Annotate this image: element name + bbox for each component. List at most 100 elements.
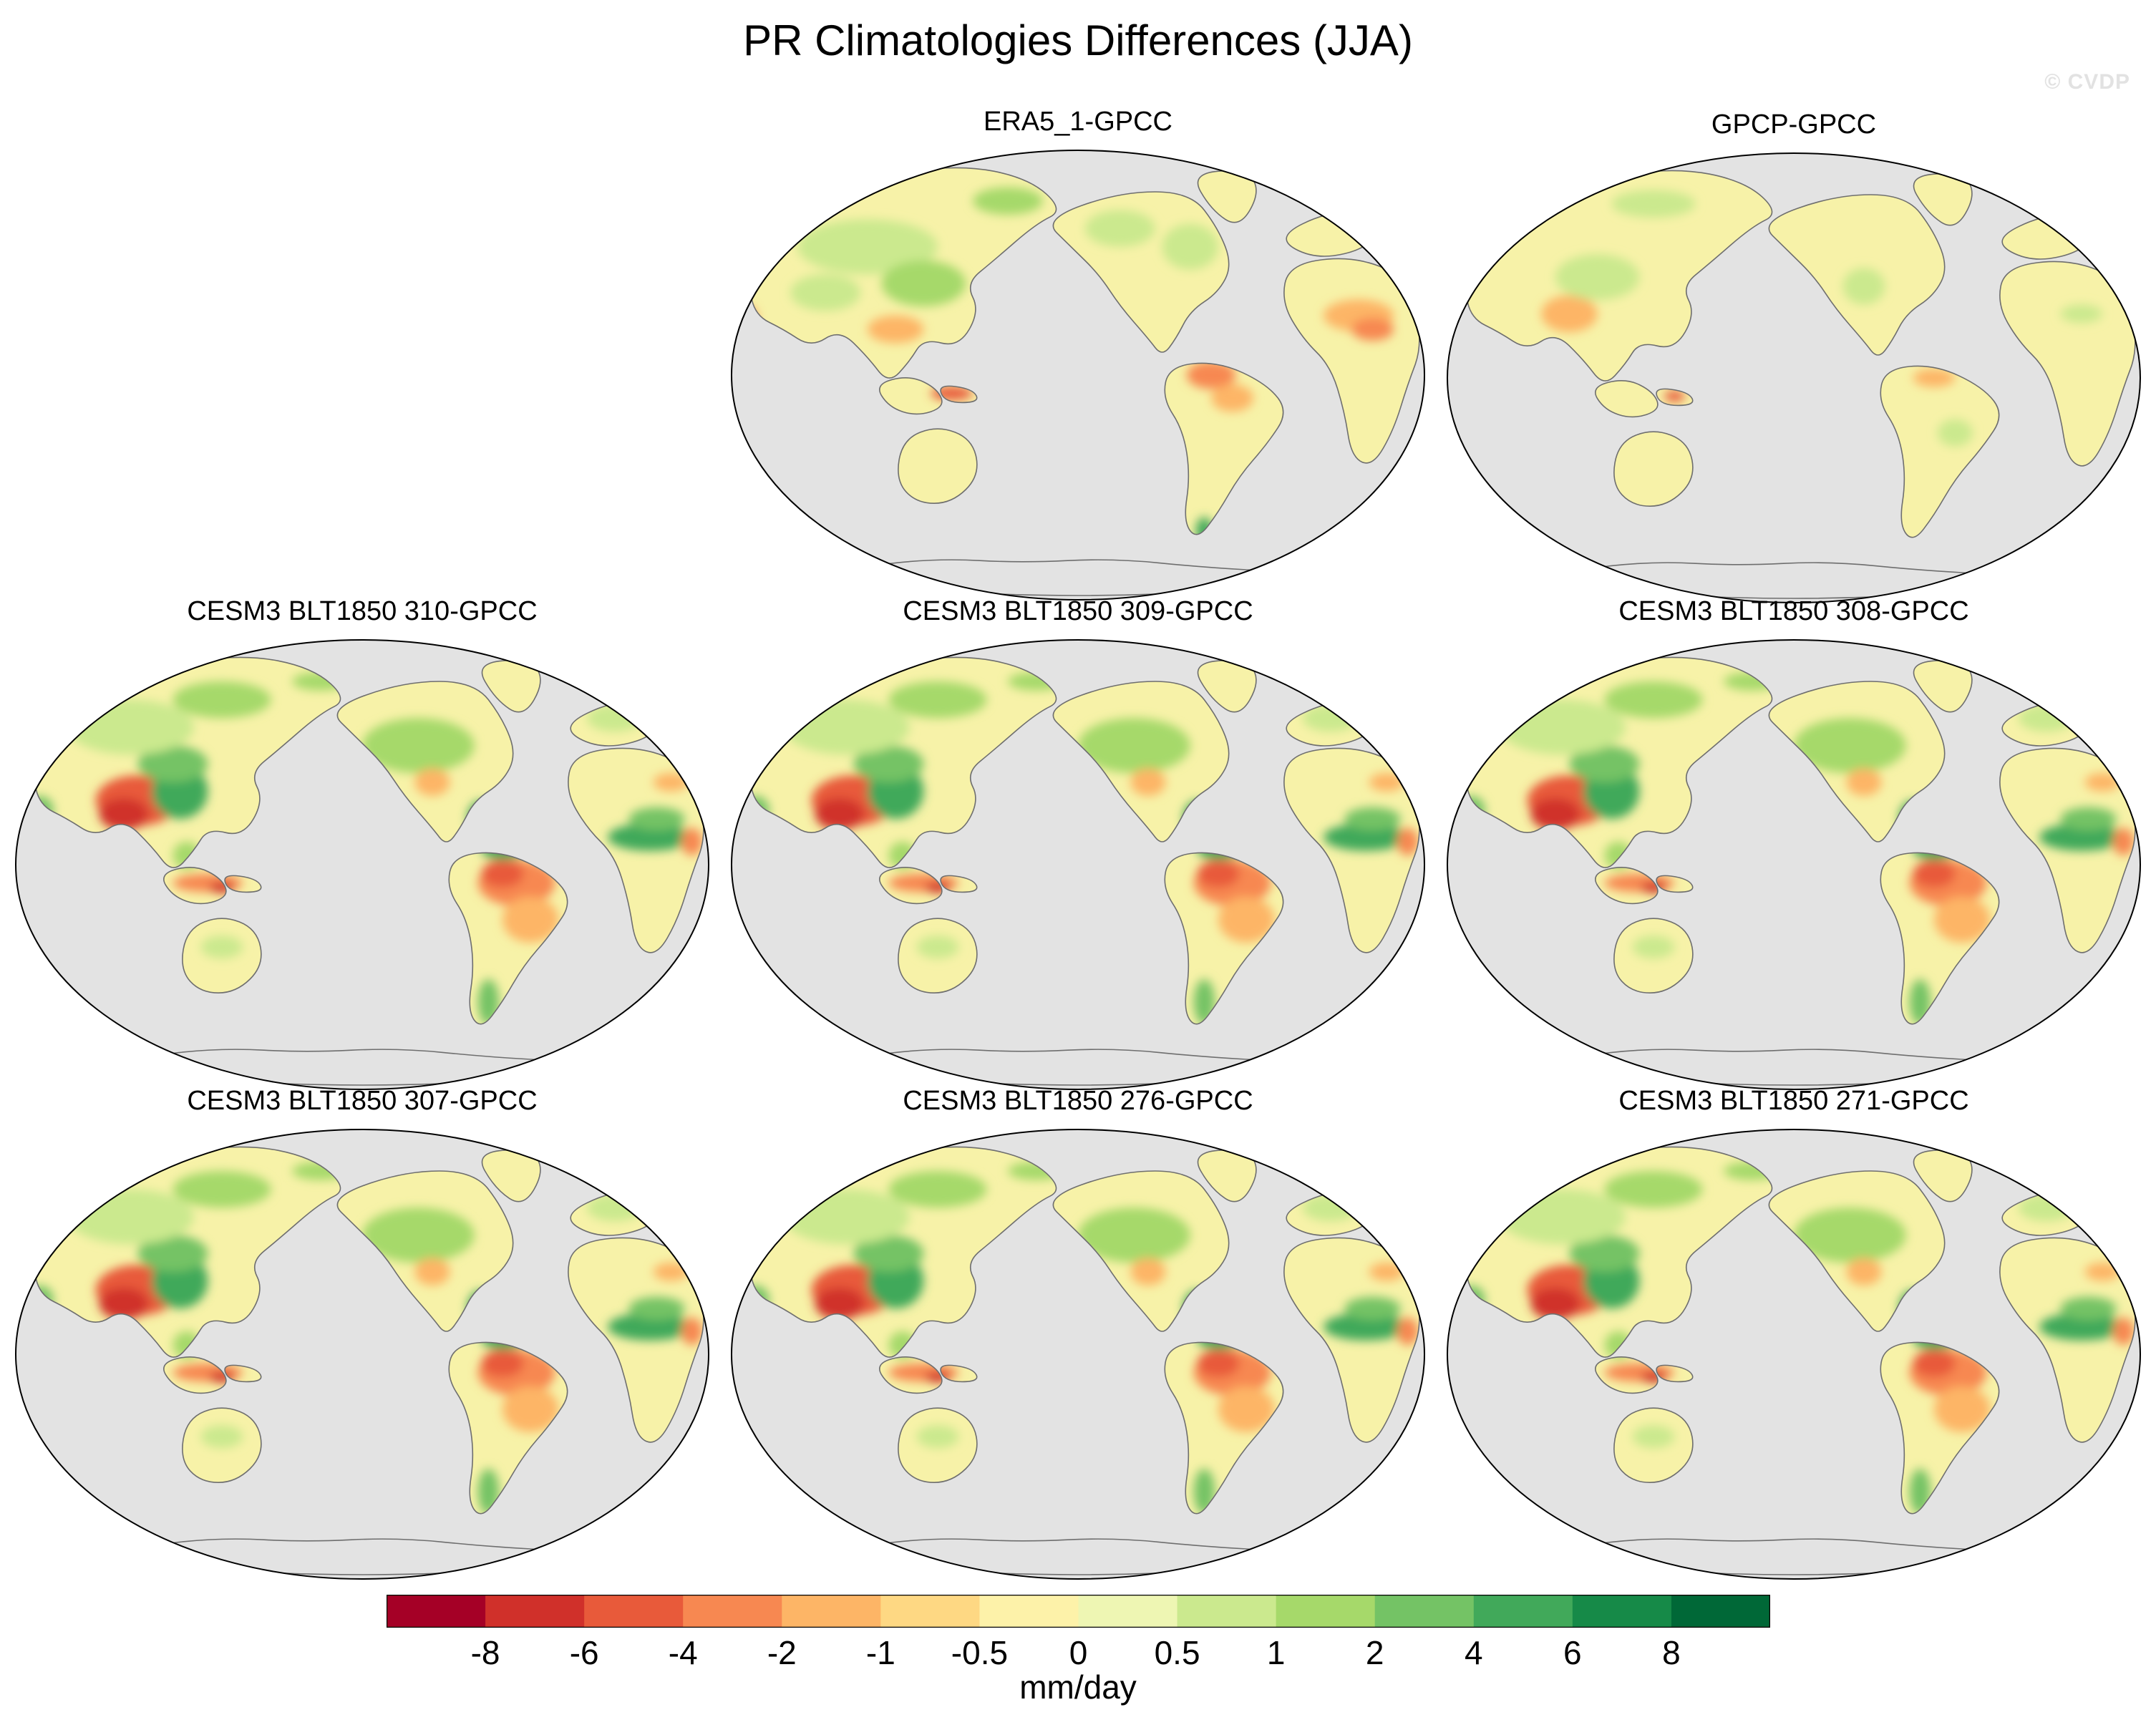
anomaly-region (2112, 827, 2135, 856)
colorbar-box (584, 1595, 684, 1628)
coastline-australia (898, 918, 978, 993)
anomaly-region (173, 1171, 271, 1208)
coastline-antarctica (152, 1538, 561, 1575)
map-m276 (731, 1129, 1425, 1580)
anomaly-region (1324, 823, 1408, 851)
panel-title: ERA5_1-GPCC (984, 107, 1172, 137)
antarctica (869, 560, 1276, 596)
anomaly-region (916, 1425, 959, 1449)
anomaly-region (797, 219, 938, 275)
anomaly-region (1842, 268, 1885, 305)
coastline-antarctica (152, 1049, 561, 1086)
anomaly-region (99, 1288, 149, 1320)
antarctica (869, 1049, 1276, 1085)
panel-gpcp: GPCP-GPCC (1443, 109, 2145, 610)
antarctica (153, 1539, 560, 1575)
anomaly-region (1397, 1317, 1419, 1346)
anomaly-region (1397, 827, 1419, 856)
anomaly-region (681, 827, 703, 856)
anomaly-region (888, 681, 987, 719)
colorbar (387, 1595, 1770, 1628)
anomaly-region (888, 1171, 987, 1208)
coastline-seasia_isl (163, 867, 227, 905)
coastline-samerica (1164, 852, 1284, 1025)
coastline-africa (568, 747, 704, 953)
map-era5 (731, 150, 1425, 601)
anomaly-region (362, 718, 475, 773)
antarctica (1585, 1539, 1992, 1575)
colorbar-tick-label: 4 (1464, 1634, 1483, 1671)
colorbar-tick-label: 0.5 (1154, 1634, 1200, 1671)
anomaly-region (2039, 1313, 2124, 1341)
colorbar-box (1473, 1595, 1573, 1628)
panel-m309: CESM3 BLT1850 309-GPCC (727, 596, 1429, 1097)
colorbar-box (485, 1595, 585, 1628)
anomaly-region (502, 1386, 559, 1432)
anomaly-region (1499, 1189, 1626, 1245)
map-m271 (1447, 1129, 2141, 1580)
colorbar-tick-label: -0.5 (951, 1634, 1009, 1671)
antarctica (869, 1539, 1276, 1575)
coastline-africa (1999, 747, 2136, 953)
anomaly-region (1913, 1349, 1956, 1377)
colorbar-units: mm/day (1019, 1668, 1137, 1706)
coastline-newguinea (1656, 1364, 1694, 1383)
anomaly-region (1351, 318, 1394, 341)
coastline-namerica (1768, 194, 1946, 356)
colorbar-frame (387, 1595, 1770, 1628)
map-m310 (15, 639, 709, 1090)
anomaly-region (502, 896, 559, 943)
coastline-antarctica (868, 559, 1277, 596)
anomaly-region (783, 1189, 910, 1245)
coastline-newguinea (940, 1364, 978, 1383)
watermark: © CVDP (2044, 70, 2130, 94)
coastline-namerica (1052, 191, 1230, 353)
panel-era5: ERA5_1-GPCC (727, 106, 1429, 607)
anomaly-region (1162, 223, 1218, 270)
panel-m308: CESM3 BLT1850 308-GPCC (1443, 596, 2145, 1097)
colorbar-tick-label: 6 (1563, 1634, 1582, 1671)
anomaly-region (868, 315, 924, 344)
coastline-samerica (448, 852, 568, 1025)
anomaly-region (200, 936, 243, 959)
coastline-newguinea (1656, 388, 1694, 407)
map-m309 (731, 639, 1425, 1090)
anomaly-region (853, 1235, 924, 1272)
coastline-greenland (481, 1149, 541, 1202)
coastline-australia (1613, 918, 1694, 993)
colorbar-box (1572, 1595, 1672, 1628)
map-border (731, 639, 1425, 1090)
anomaly-region (1197, 860, 1240, 888)
coastline-namerica (1768, 1170, 1946, 1332)
anomaly-region (1604, 1171, 1703, 1208)
coastline-greenland (481, 659, 541, 713)
anomaly-region (1344, 807, 1401, 830)
anomaly-region (2084, 773, 2120, 792)
anomaly-region (1846, 1258, 1882, 1286)
coastline-samerica (1880, 365, 2000, 538)
anomaly-region (916, 936, 959, 959)
antarctica (153, 1049, 560, 1085)
map-border (731, 150, 1425, 601)
anomaly-region (2060, 807, 2117, 830)
coastline-antarctica (868, 1049, 1277, 1086)
panel-m310: CESM3 BLT1850 310-GPCC (11, 596, 713, 1097)
colorbar-box (782, 1595, 881, 1628)
anomaly-region (628, 807, 685, 830)
coastline-greenland (1913, 659, 1973, 713)
coastline-seasia_isl (1595, 867, 1659, 905)
anomaly-region (1530, 1288, 1580, 1320)
anomaly-region (653, 773, 689, 792)
anomaly-region (2084, 1263, 2120, 1281)
anomaly-region (1794, 718, 1906, 773)
coastline-newguinea (1656, 875, 1694, 893)
coastline-africa (1999, 261, 2136, 467)
coastline-australia (182, 1407, 262, 1483)
coastline-seasia_isl (163, 1356, 227, 1394)
anomaly-region (137, 1235, 208, 1272)
anomaly-region (481, 860, 524, 888)
anomaly-region (67, 1189, 194, 1245)
colorbar-box (1374, 1595, 1475, 1628)
anomaly-region (608, 823, 692, 851)
coastline-namerica (1768, 681, 1946, 842)
